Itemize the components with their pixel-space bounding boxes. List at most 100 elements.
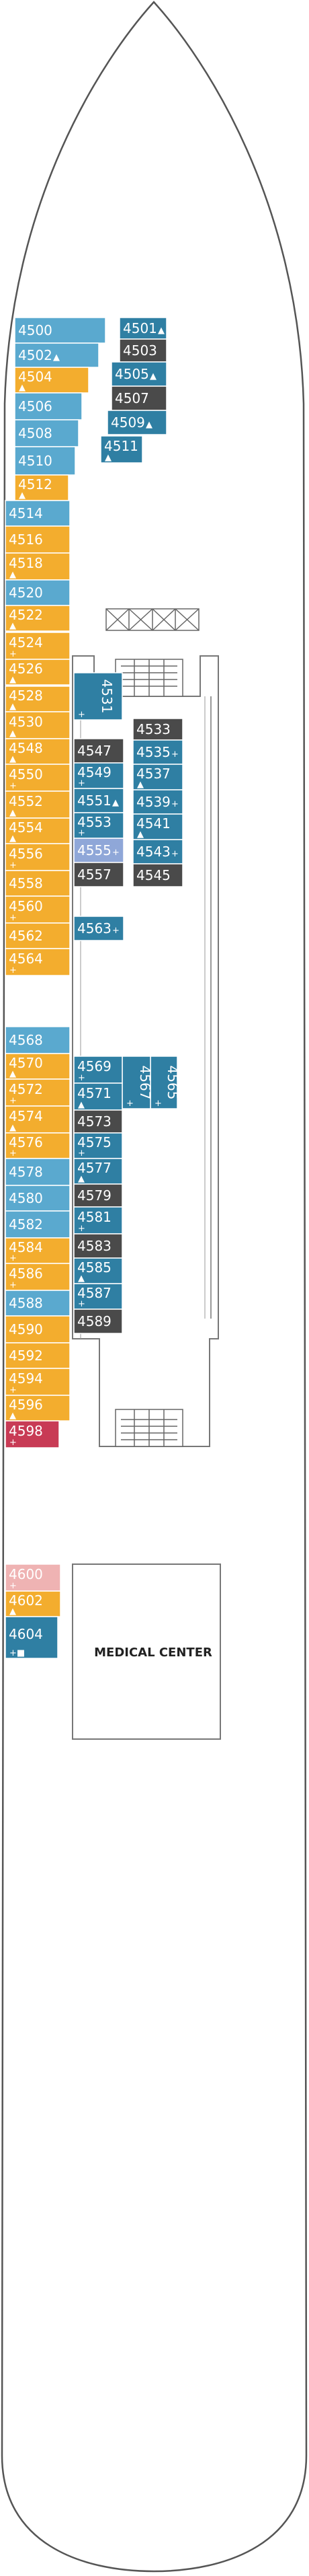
cabin-box [73,838,124,863]
cabin-4585[interactable]: 4585▲ [73,1257,123,1284]
cabin-4509[interactable]: 4509 ▲ [107,410,167,435]
cabin-feature-icon: ▲ [137,780,144,790]
cabin-4570[interactable]: 4570▲ [5,1053,71,1080]
cabin-4563[interactable]: 4563 + [73,916,124,941]
cabin-number: 4539 [136,794,171,810]
cabin-4539[interactable]: 4539 + [132,789,183,815]
cabin-feature-icon: + [78,1299,85,1309]
cabin-4580[interactable]: 4580 [5,1185,71,1212]
cabin-4587[interactable]: 4587+ [73,1283,123,1310]
cabin-feature-icon: + [78,1224,85,1234]
cabin-4586[interactable]: 4586+ [5,1263,71,1291]
cabin-4571[interactable]: 4571▲ [73,1082,123,1111]
cabin-4558[interactable]: 4558 [5,870,71,897]
cabin-4548[interactable]: 4548▲ [5,738,71,765]
cabin-4550[interactable]: 4550+ [5,764,71,792]
cabin-4543[interactable]: 4543 + [132,839,183,864]
cabin-4507[interactable]: 4507 [111,385,167,411]
cabin-number: 4570 [9,1055,43,1071]
cabin-4579[interactable]: 4579 [73,1183,123,1208]
cabin-4541[interactable]: 4541▲ [132,813,183,840]
cabin-4537[interactable]: 4537▲ [132,764,183,790]
cabin-feature-icon: + [171,849,179,859]
cabin-4588[interactable]: 4588 [5,1290,71,1317]
cabin-4526[interactable]: 4526▲ [5,659,71,686]
cabin-4555[interactable]: 4555 + [73,838,124,863]
cabin-feature-icon: ▲ [105,453,112,463]
cabin-4572[interactable]: 4572+ [5,1078,71,1107]
cabin-4590[interactable]: 4590 [5,1315,71,1344]
cabin-4573[interactable]: 4573 [73,1109,123,1134]
cabin-4592[interactable]: 4592 [5,1342,71,1369]
cabin-4522[interactable]: 4522▲ [5,605,71,632]
cabin-4562[interactable]: 4562 [5,922,71,949]
cabin-4565[interactable]: 4565+ [150,1056,181,1109]
cabin-4564[interactable]: 4564+ [5,948,71,976]
cabin-4500[interactable]: 4500 [14,317,106,344]
cabin-4568[interactable]: 4568 [5,1026,71,1054]
cabin-4503[interactable]: 4503 [119,338,167,363]
cabin-4508[interactable]: 4508 [14,419,79,447]
cabin-4582[interactable]: 4582 [5,1210,71,1239]
cabin-4502[interactable]: 4502 ▲ [14,342,99,368]
cabin-4512[interactable]: 4512▲ [14,474,69,501]
cabin-4552[interactable]: 4552▲ [5,790,71,819]
cabin-4530[interactable]: 4530▲ [5,711,71,739]
cabin-4581[interactable]: 4581+ [73,1206,123,1235]
cabin-4535[interactable]: 4535 + [132,739,183,765]
cabin-4501[interactable]: 4501 ▲ [119,317,167,340]
cabin-4576[interactable]: 4576+ [5,1132,71,1159]
cabin-4560[interactable]: 4560+ [5,895,71,924]
cabin-4505[interactable]: 4505 ▲ [111,361,167,387]
cabin-4569[interactable]: 4569+ [73,1056,123,1084]
cabin-4511[interactable]: 4511▲ [100,435,143,464]
cabin-4600[interactable]: 4600+ [5,1563,61,1592]
cabin-number: 4573 [77,1113,112,1130]
cabin-feature-icon: ▲ [9,1411,16,1421]
cabin-4594[interactable]: 4594+ [5,1368,71,1396]
cabin-4596[interactable]: 4596▲ [5,1395,71,1422]
cabin-4583[interactable]: 4583 [73,1233,123,1259]
cabin-4531[interactable]: 4531 + [73,672,123,721]
cabin-4533[interactable]: 4533 [132,718,183,741]
cabin-4574[interactable]: 4574▲ [5,1105,71,1134]
cabin-4554[interactable]: 4554▲ [5,817,71,844]
cabin-4506[interactable]: 4506 [14,392,83,420]
cabin-box [119,338,167,363]
cabin-4516[interactable]: 4516 [5,525,71,554]
cabin-4504[interactable]: 4504▲ [14,367,89,394]
cabin-4514[interactable]: 4514 [5,500,71,527]
cabin-4577[interactable]: 4577▲ [73,1158,123,1185]
elevator-bank-upper [105,608,200,631]
cabin-4578[interactable]: 4578 [5,1158,71,1186]
cabin-number: 4503 [123,342,157,359]
cabin-4547[interactable]: 4547 [73,738,124,764]
cabin-4518[interactable]: 4518▲ [5,552,71,581]
cabin-4524[interactable]: 4524+ [5,632,71,660]
cabin-4556[interactable]: 4556+ [5,843,71,871]
cabin-4553[interactable]: 4553+ [73,812,124,839]
cabin-box [73,1257,123,1284]
cabin-4549[interactable]: 4549+ [73,762,124,789]
cabin-number: 4592 [9,1348,43,1364]
cabin-4528[interactable]: 4528▲ [5,686,71,712]
cabin-4510[interactable]: 4510 [14,446,76,476]
cabin-4589[interactable]: 4589 [73,1309,123,1334]
cabin-4520[interactable]: 4520 [5,579,71,606]
cabin-4575[interactable]: 4575+ [73,1132,123,1159]
cabin-4557[interactable]: 4557 [73,862,124,887]
cabin-feature-icon: + [9,1096,17,1106]
cabin-4545[interactable]: 4545 [132,863,183,887]
cabin-4584[interactable]: 4584+ [5,1237,71,1264]
cabin-feature-icon: ▲ [146,420,152,430]
cabin-box [14,342,99,368]
cabin-4602[interactable]: 4602▲ [5,1590,61,1617]
cabin-box [5,764,71,792]
cabin-feature-icon: ▲ [78,1174,85,1184]
cabin-4604[interactable]: 4604 +■ [5,1616,58,1659]
cabin-4551[interactable]: 4551 ▲ [73,788,124,813]
cabin-4567[interactable]: 4567+ [122,1056,153,1109]
cabin-4598[interactable]: 4598+ [5,1420,60,1448]
cabin-box [5,525,71,554]
cabin-box [100,435,143,464]
